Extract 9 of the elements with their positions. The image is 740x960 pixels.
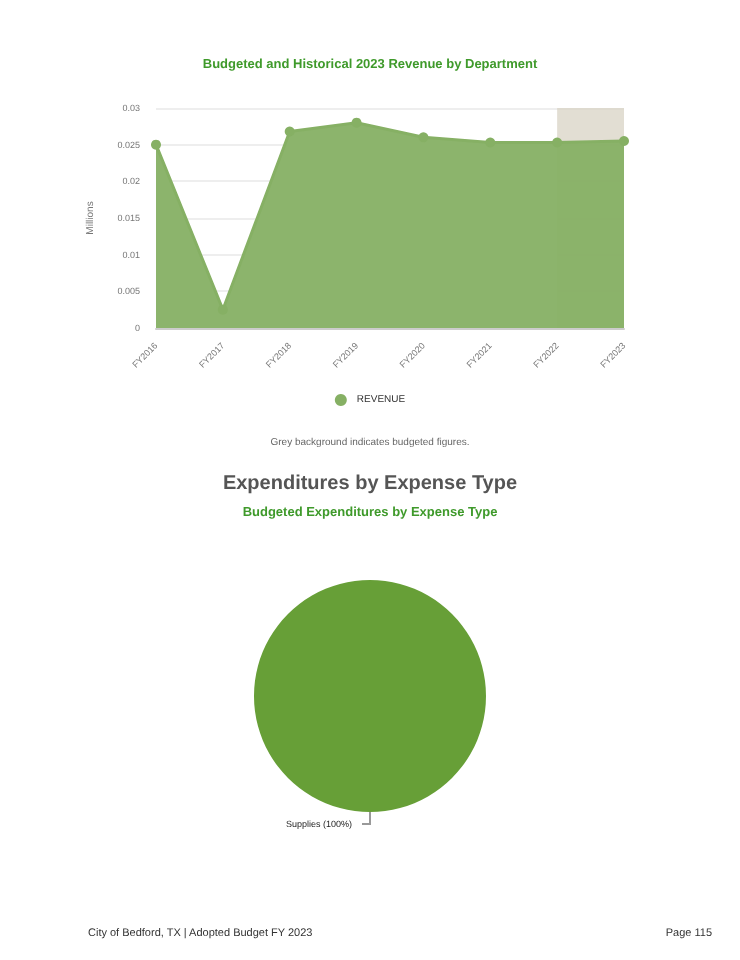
point [552, 137, 563, 148]
point [284, 126, 295, 137]
point [418, 132, 429, 143]
point [485, 137, 496, 148]
point [217, 304, 228, 315]
point [151, 139, 161, 150]
chart-title: Expenditures by Expense Type [222, 473, 518, 495]
point [619, 136, 629, 146]
point [351, 117, 362, 128]
